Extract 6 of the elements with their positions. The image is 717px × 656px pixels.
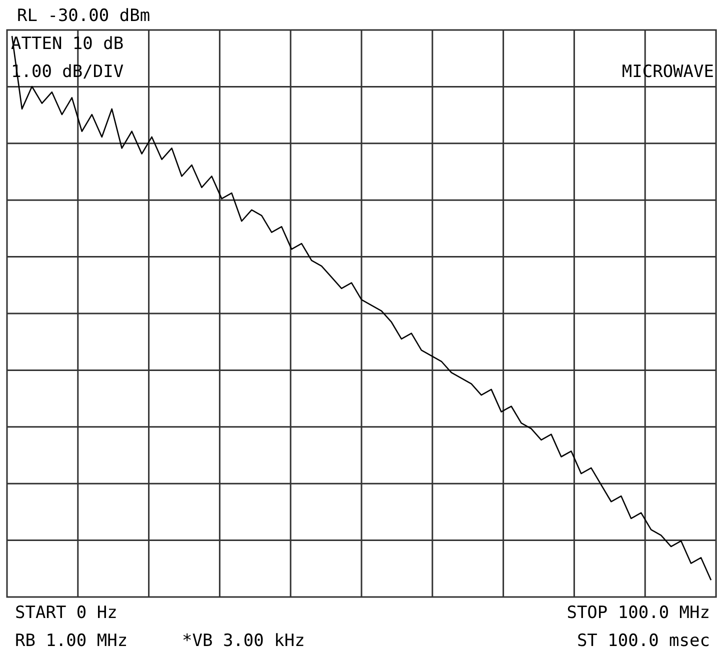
text: RB 1.00 MHz — [15, 631, 128, 651]
text: STOP 100.0 MHz — [566, 603, 710, 623]
text: START 0 Hz — [15, 603, 118, 623]
text: *VB 3.00 kHz — [182, 631, 305, 651]
text: ST 100.0 msec — [576, 631, 710, 651]
text: RL -30.00 dBm — [17, 6, 150, 26]
